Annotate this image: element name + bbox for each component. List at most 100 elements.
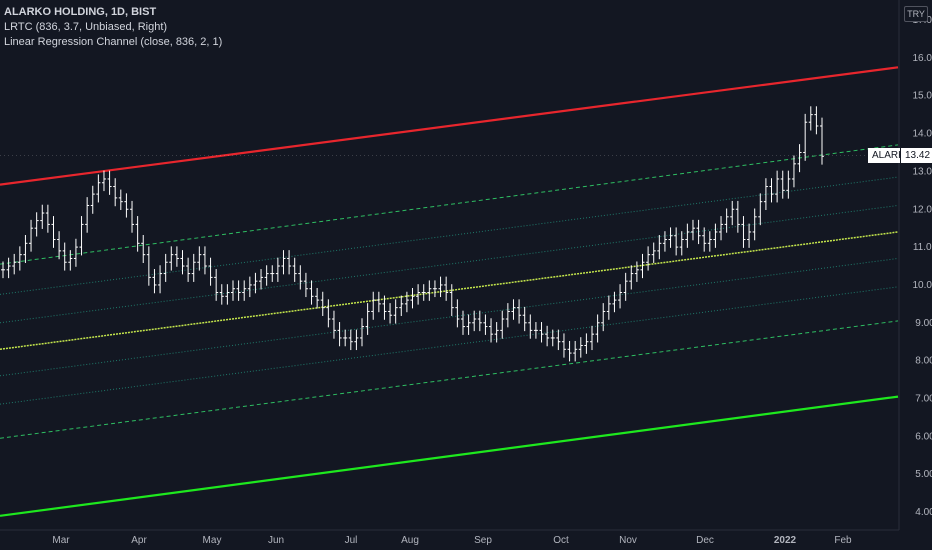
price-bar [51,216,56,248]
price-bar [550,329,555,347]
price-bar [393,299,398,324]
price-bar [399,295,404,316]
price-bar [668,227,673,248]
price-bar [230,280,235,301]
price-bar [820,117,824,165]
time-tick-label: 2022 [774,535,797,546]
price-tick-label: 15.00 [912,91,932,102]
price-bar [287,250,292,275]
price-bar [34,212,39,237]
price-bar [685,223,690,248]
price-bar [606,295,611,320]
price-bar [348,329,353,351]
price-bar [808,106,813,131]
price-bar [371,291,376,320]
price-bar [29,219,34,252]
price-bar [735,200,740,233]
indicator-lrc-label[interactable]: Linear Regression Channel (close, 836, 2… [4,36,223,48]
price-bar [578,337,583,358]
price-bar [309,280,314,305]
price-bar [6,257,11,279]
price-bar [410,287,415,309]
price-axis[interactable]: 17.0016.0015.0014.0013.0012.0011.0010.00… [898,0,932,530]
price-bar [17,246,22,271]
price-bar [752,208,757,241]
price-bar [303,272,308,298]
price-bar [595,314,600,343]
price-bar [23,234,28,263]
price-bar [85,197,90,233]
price-bar [331,310,336,339]
price-bar [590,325,595,351]
price-tick-label: 14.00 [912,129,932,140]
price-bar [292,257,297,282]
price-bar [247,276,252,298]
time-tick-label: Dec [696,535,714,546]
price-bar [135,216,140,252]
price-bar [270,265,275,282]
price-bar [281,250,286,275]
time-axis[interactable]: Mar Apr May Jun Jul Aug Sep Oct Nov Dec 2022 Feb [0,529,899,546]
price-tick-label: 9.00 [915,318,932,329]
price-bar [730,200,735,226]
price-bar [483,314,488,335]
price-bar [124,193,129,218]
price-tick-label: 12.00 [912,204,932,215]
time-tick-label: Aug [401,535,419,546]
price-bar [169,246,174,271]
price-bar [505,303,510,328]
price-bar [567,340,572,362]
price-bar [174,246,179,267]
price-bar [191,253,196,282]
price-bar [741,216,746,248]
price-bar [775,170,780,203]
price-bar [343,329,348,347]
price-bar [90,185,95,214]
price-bar [180,250,185,275]
price-bar [545,325,550,347]
channel-dotted-line [0,286,899,405]
price-tick-label: 7.00 [915,394,932,405]
regression-center-line [0,231,899,351]
price-bar [73,238,78,267]
price-bars [0,106,898,362]
price-bar [163,253,168,282]
price-bar [758,193,763,226]
price-bar [674,227,679,256]
price-bar [152,269,157,294]
price-bar [747,223,752,248]
currency-button[interactable]: TRY [904,6,928,22]
channel-lower-band [0,395,899,517]
price-bar [45,204,50,233]
price-bar [432,280,437,298]
price-bar [522,306,527,332]
price-bar [79,216,84,256]
price-bar [365,303,370,335]
channel-dotted-line [0,176,899,295]
price-bar [696,219,701,245]
price-bar [376,291,381,313]
indicator-lrtc-label[interactable]: LRTC (836, 3.7, Unbiased, Right) [4,21,168,33]
price-bar [130,200,135,233]
channel-dotted-line [0,257,899,377]
price-bar [62,242,67,271]
price-bar [814,106,819,135]
price-bar [107,170,112,195]
price-bar [528,314,533,339]
price-tick-label: 13.00 [912,166,932,177]
price-bar [702,227,707,252]
price-bar [320,291,325,316]
price-bar [416,284,421,305]
time-tick-label: Jul [345,535,358,546]
price-bar [96,174,101,203]
price-bar [1,261,5,279]
price-bar [113,178,118,207]
symbol-title[interactable]: ALARKO HOLDING, 1D, BIST [4,6,157,18]
price-bar [298,265,303,290]
price-bar [438,276,443,298]
price-bar [259,269,264,290]
price-bar [657,234,662,260]
price-bar [786,170,791,199]
